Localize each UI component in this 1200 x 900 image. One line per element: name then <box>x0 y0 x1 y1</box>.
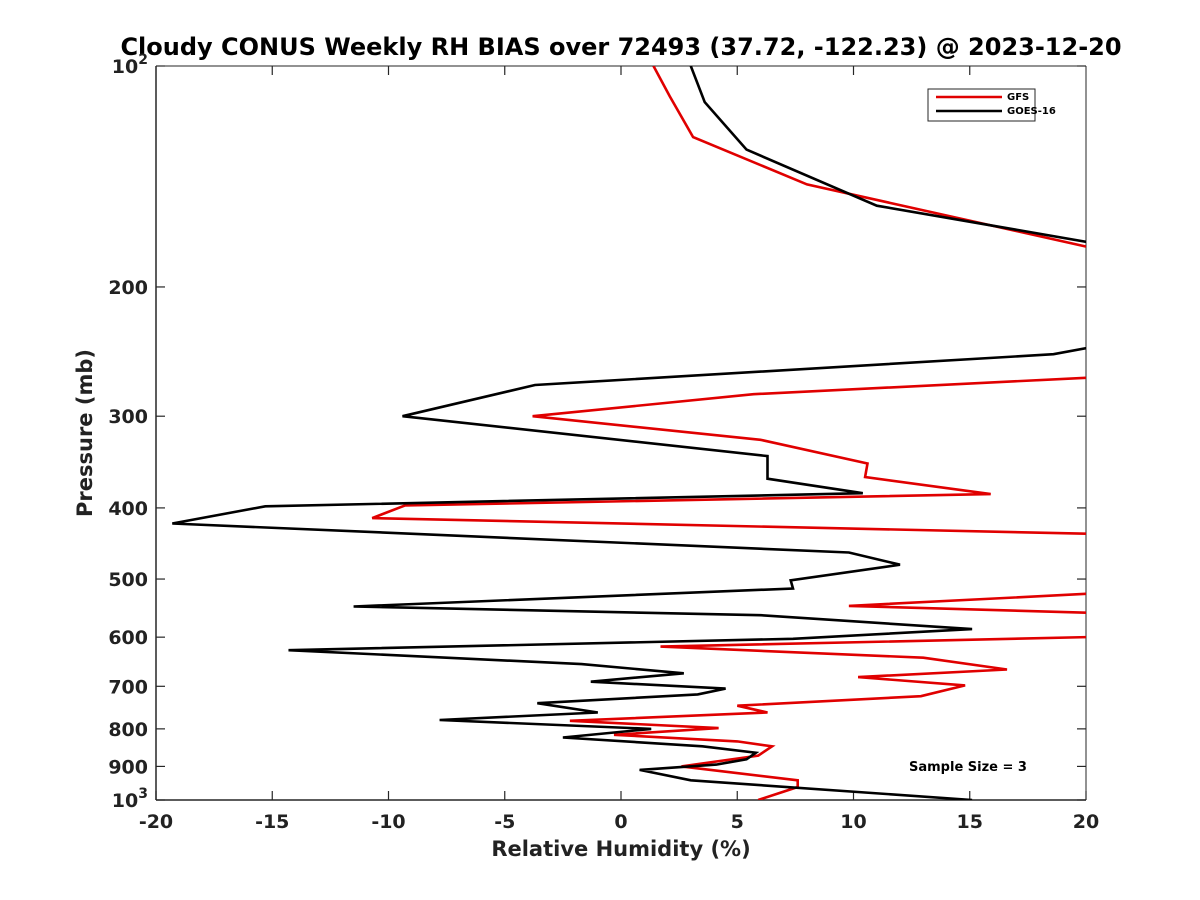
y-tick-label-base: 10 <box>112 790 138 812</box>
legend-label-goes16: GOES-16 <box>1007 106 1056 117</box>
y-tick-label: 300 <box>108 406 148 428</box>
x-tick-label: 10 <box>840 811 866 833</box>
x-tick-label: 20 <box>1073 811 1099 833</box>
y-tick-label: 800 <box>108 719 148 741</box>
y-tick-label-exponent: 3 <box>138 786 148 802</box>
y-tick-label: 900 <box>108 756 148 778</box>
y-tick-label: 102 <box>112 52 148 78</box>
legend: GFS GOES-16 <box>927 88 1056 122</box>
y-tick-label-exponent: 2 <box>138 52 148 68</box>
y-tick-label: 103 <box>112 786 148 812</box>
y-tick-label: 400 <box>108 498 148 520</box>
series-layer <box>172 66 1086 800</box>
x-tick-label: 15 <box>957 811 983 833</box>
y-axis-label: Pressure (mb) <box>73 349 97 517</box>
legend-label-gfs: GFS <box>1007 92 1029 103</box>
legend-box <box>927 88 1036 122</box>
x-tick-label: -5 <box>494 811 515 833</box>
sample-size-annotation: Sample Size = 3 <box>909 760 1027 775</box>
y-tick-label: 700 <box>108 676 148 698</box>
y-tick-label: 200 <box>108 277 148 299</box>
x-tick-label: -20 <box>139 811 173 833</box>
y-tick-label: 600 <box>108 627 148 649</box>
x-tick-label: 5 <box>731 811 744 833</box>
x-tick-label: 0 <box>614 811 627 833</box>
y-tick-label-base: 10 <box>112 56 138 78</box>
y-tick-label: 500 <box>108 569 148 591</box>
x-axis-label: Relative Humidity (%) <box>491 837 750 861</box>
series-line-gfs <box>371 66 1086 800</box>
x-axis-ticks: -20 -15 -10 -5 0 5 10 15 20 <box>139 66 1099 833</box>
x-tick-label: -15 <box>255 811 289 833</box>
x-tick-label: -10 <box>371 811 405 833</box>
series-line-goes16 <box>172 66 1086 800</box>
chart-title: Cloudy CONUS Weekly RH BIAS over 72493 (… <box>120 33 1121 61</box>
